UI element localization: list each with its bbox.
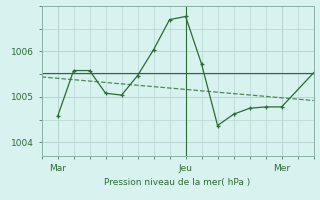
X-axis label: Pression niveau de la mer( hPa ): Pression niveau de la mer( hPa ): [104, 178, 251, 187]
